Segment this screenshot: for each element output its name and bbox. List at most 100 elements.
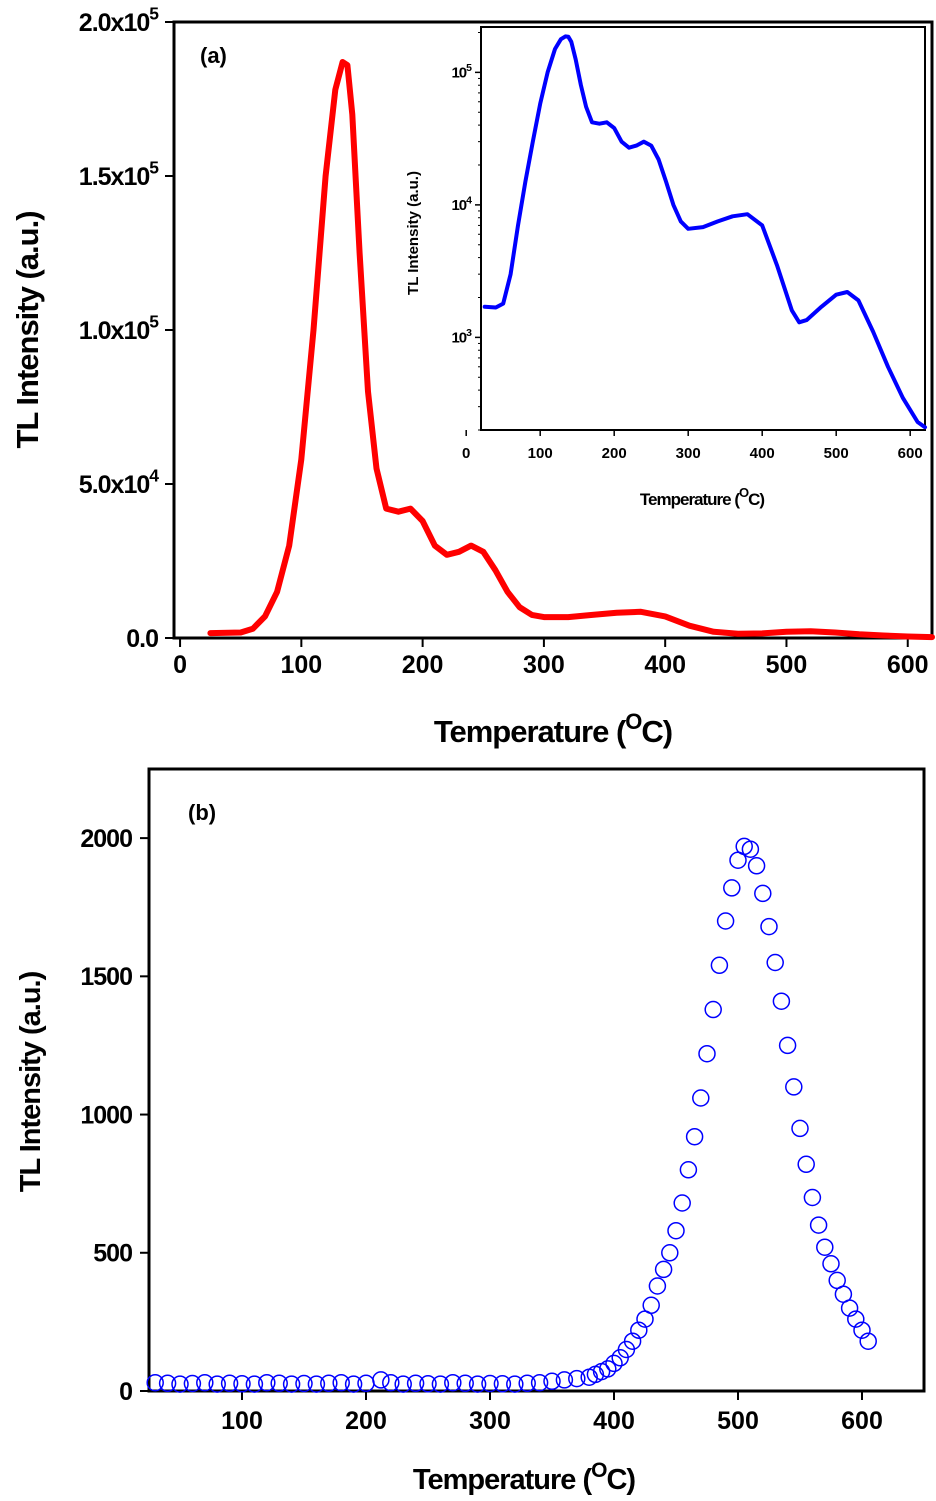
data-point: [183, 1374, 202, 1393]
x-tick-label: 0: [173, 651, 187, 679]
data-point: [208, 1375, 226, 1393]
data-point: [431, 1375, 450, 1393]
data-point: [785, 1078, 803, 1096]
panel-a-series-line: [207, 59, 935, 641]
data-point: [599, 1360, 617, 1378]
data-point: [760, 917, 778, 936]
data-point: [679, 1161, 698, 1179]
data-point: [481, 1374, 499, 1393]
data-point: [840, 1299, 859, 1317]
inset-series-line: [482, 34, 927, 430]
data-point: [282, 1375, 301, 1393]
x-tick-label: 400: [644, 651, 686, 679]
data-point: [661, 1244, 679, 1262]
x-tick-label: 600: [898, 445, 923, 462]
y-tick-label: 0.0: [126, 625, 158, 653]
y-tick-label: 1.5x105: [79, 158, 159, 191]
y-tick-label: 1000: [80, 1101, 132, 1129]
data-point: [853, 1321, 871, 1339]
data-point: [382, 1373, 400, 1392]
panel-b-frame: [147, 767, 926, 1393]
inset-ticks: 0 100 200 300 400 500 600 103 104 105: [451, 31, 923, 462]
y-tick-label: 2000: [80, 825, 132, 853]
data-point: [754, 884, 772, 903]
panel-b-ylabel: TL Intensity (a.u.): [15, 971, 47, 1192]
data-point: [506, 1375, 524, 1393]
data-point: [158, 1374, 177, 1393]
y-tick-label: 2.0x105: [79, 4, 159, 37]
data-point: [493, 1375, 512, 1393]
x-tick-label: 500: [717, 1407, 759, 1435]
data-point: [456, 1374, 474, 1393]
data-point: [630, 1321, 648, 1339]
data-point: [642, 1296, 660, 1315]
data-point: [778, 1036, 797, 1055]
data-point: [847, 1310, 865, 1328]
x-tick-label: 400: [593, 1407, 635, 1435]
data-point: [673, 1194, 691, 1212]
panel-a-chart: 0 100 200 300 400 500 600 0.0 5.0x104 1.0x105 1.…: [10, 4, 935, 749]
y-tick-label: 0: [119, 1378, 132, 1406]
data-point: [357, 1374, 375, 1393]
data-point: [543, 1372, 561, 1391]
data-point: [747, 857, 766, 875]
panel-a-label: (a): [200, 43, 227, 68]
data-point: [698, 1044, 716, 1063]
x-tick-label: 100: [221, 1407, 263, 1435]
x-tick-label: 500: [824, 445, 849, 462]
data-point: [258, 1373, 276, 1392]
data-point: [344, 1375, 363, 1393]
data-point: [419, 1375, 437, 1393]
y-tick-label: 500: [93, 1240, 132, 1268]
data-point: [716, 912, 735, 930]
data-point: [797, 1155, 815, 1174]
x-tick-label: 600: [887, 651, 929, 679]
data-point: [816, 1238, 834, 1256]
data-point: [710, 956, 729, 975]
y-tick-label: 104: [451, 194, 472, 214]
data-point: [605, 1354, 623, 1373]
data-point: [530, 1373, 549, 1392]
data-point: [307, 1375, 326, 1393]
y-tick-label: 1500: [80, 963, 132, 991]
inset-chart: 0 100 200 300 400 500 600 103 104 105 Temperatu…: [405, 26, 927, 509]
data-point: [568, 1369, 586, 1388]
y-tick-label: 5.0x104: [79, 466, 159, 499]
panel-a-ticks: 0 100 200 300 400 500 600 0.0 5.0x104 1.0x105 1.…: [79, 4, 929, 680]
panel-a-ylabel: TL Intensity (a.u.): [10, 211, 45, 448]
x-tick-label: 300: [523, 651, 565, 679]
data-point: [146, 1373, 164, 1392]
x-tick-label: 500: [766, 651, 808, 679]
data-point: [468, 1375, 487, 1393]
data-point: [772, 992, 791, 1010]
panel-b-series-points: [146, 837, 877, 1393]
panel-b-label: (b): [188, 800, 216, 825]
data-point: [648, 1277, 667, 1295]
data-point: [623, 1332, 642, 1350]
data-point: [723, 879, 741, 897]
panel-b-ticks: 100 200 300 400 500 600 0 500 1000 1500 2000: [80, 825, 882, 1435]
data-point: [196, 1373, 214, 1392]
data-point: [372, 1371, 390, 1389]
data-point: [803, 1188, 822, 1207]
data-point: [766, 953, 784, 972]
data-point: [791, 1119, 809, 1138]
panel-b-xlabel: Temperature (OC): [413, 1459, 636, 1496]
data-point: [171, 1375, 189, 1393]
inset-xlabel: Temperature (OC): [640, 485, 765, 509]
data-point: [394, 1375, 412, 1393]
data-point: [220, 1374, 239, 1393]
data-point: [741, 840, 760, 858]
y-tick-label: 1.0x105: [79, 312, 159, 345]
data-point: [245, 1375, 264, 1393]
data-point: [859, 1332, 877, 1350]
data-point: [555, 1371, 574, 1389]
data-point: [809, 1216, 828, 1234]
data-point: [320, 1374, 338, 1393]
data-point: [233, 1375, 251, 1393]
x-tick-label: 200: [402, 651, 444, 679]
data-point: [518, 1374, 536, 1393]
data-point: [332, 1373, 350, 1392]
data-point: [685, 1127, 704, 1146]
panel-a-xlabel: Temperature (OC): [434, 709, 672, 749]
